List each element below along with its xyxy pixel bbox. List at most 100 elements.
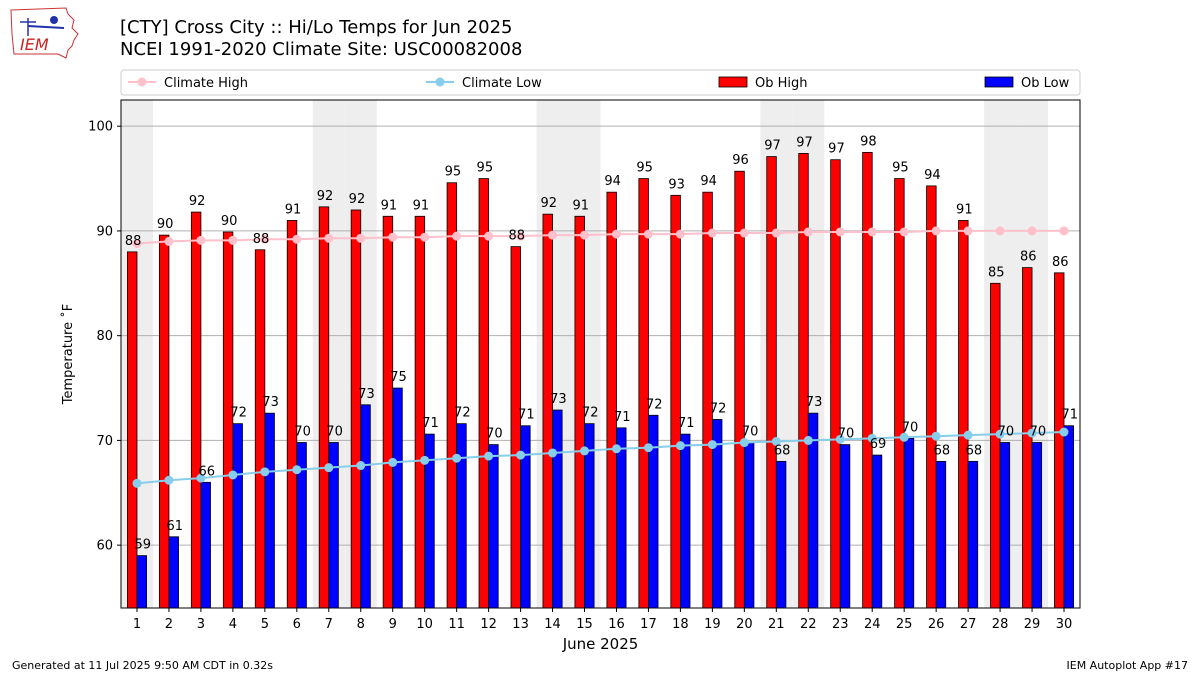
climate-low-point xyxy=(1059,427,1069,437)
ob-high-label: 96 xyxy=(732,153,749,168)
ob-high-label: 91 xyxy=(285,202,302,217)
ob-high-label: 86 xyxy=(1020,250,1037,265)
ob-low-bar xyxy=(552,409,563,609)
climate-high-point xyxy=(292,234,302,244)
x-tick-label: 21 xyxy=(768,617,785,632)
climate-high-point xyxy=(867,227,877,237)
x-axis-label: June 2025 xyxy=(562,635,639,653)
ob-low-label: 71 xyxy=(678,416,695,431)
ob-low-label: 70 xyxy=(742,425,759,440)
ob-high-label: 86 xyxy=(1052,255,1069,270)
ob-high-bar xyxy=(670,194,681,609)
ob-low-bar xyxy=(999,442,1011,609)
climate-low-line xyxy=(136,431,1065,485)
x-tick-label: 19 xyxy=(704,617,721,632)
legend: Climate High Climate Low Ob High Ob Low xyxy=(120,69,1081,96)
x-tick-label: 23 xyxy=(832,617,849,632)
ob-low-label: 70 xyxy=(1030,425,1047,440)
ob-low-bar xyxy=(264,412,275,609)
climate-high-point xyxy=(1027,226,1037,236)
climate-low-point xyxy=(1027,428,1037,438)
x-tick-label: 22 xyxy=(800,617,817,632)
ob-high-bar xyxy=(126,251,138,609)
x-tick-label: 15 xyxy=(576,617,593,632)
ob-high-label: 91 xyxy=(956,202,973,217)
legend-ob-high-label: Ob High xyxy=(755,76,808,91)
climate-high-point xyxy=(356,233,366,243)
ob-high-bar xyxy=(862,151,873,609)
y-tick-label: 80 xyxy=(96,329,113,344)
climate-high-point xyxy=(164,236,174,246)
climate-high-point xyxy=(899,227,909,237)
ob-high-bar xyxy=(1054,272,1065,609)
x-tick-label: 25 xyxy=(896,617,913,632)
x-tick-label: 18 xyxy=(672,617,689,632)
climate-low-point xyxy=(675,441,685,451)
ob-low-label: 71 xyxy=(614,410,631,425)
ob-high-bar xyxy=(318,206,330,609)
legend-ob-low-swatch xyxy=(984,76,1014,88)
ob-low-label: 68 xyxy=(934,443,951,458)
ob-high-bar xyxy=(350,209,362,609)
y-axis-label: Temperature ˚F xyxy=(60,304,76,405)
x-tick-label: 3 xyxy=(197,617,205,632)
x-tick-label: 4 xyxy=(229,617,237,632)
ob-high-bar xyxy=(478,178,490,609)
ob-low-bar xyxy=(168,536,179,609)
logo-text: IEM xyxy=(20,35,49,54)
climate-low-point xyxy=(771,436,781,446)
x-tick-label: 29 xyxy=(1024,617,1041,632)
ob-low-label: 71 xyxy=(518,408,535,423)
climate-high-point xyxy=(260,234,270,244)
ob-high-label: 94 xyxy=(604,174,621,189)
legend-climate-high-marker-swatch xyxy=(137,77,147,87)
ob-high-label: 88 xyxy=(253,232,270,247)
plot-frame xyxy=(120,99,1081,609)
ob-low-bar xyxy=(743,442,755,609)
ob-high-label: 97 xyxy=(828,142,845,157)
ob-high-label: 92 xyxy=(349,192,366,207)
temperature-chart: Climate High Climate Low Ob High Ob Low 60 7… xyxy=(60,69,1081,653)
ob-low-label: 75 xyxy=(390,370,407,385)
climate-low-point xyxy=(292,465,302,475)
climate-high-point xyxy=(516,231,526,241)
climate-low-point xyxy=(963,430,973,440)
iem-logo: IEM xyxy=(8,6,82,60)
climate-low-point xyxy=(356,461,366,471)
x-tick-label: 6 xyxy=(293,617,301,632)
ob-low-bar xyxy=(360,404,371,609)
ob-high-bar xyxy=(766,156,777,609)
legend-ob-high-swatch xyxy=(718,76,748,88)
ob-high-label: 91 xyxy=(572,198,589,213)
x-tick-label: 16 xyxy=(608,617,625,632)
climate-low-point xyxy=(164,475,174,485)
ob-high-label: 92 xyxy=(189,194,206,209)
climate-high-point xyxy=(420,232,430,242)
ob-low-label: 68 xyxy=(774,443,791,458)
ob-high-label: 93 xyxy=(668,177,685,192)
climate-low-point xyxy=(803,435,813,445)
ob-high-label: 92 xyxy=(540,196,557,211)
ob-high-label: 97 xyxy=(764,139,781,154)
ob-high-label: 90 xyxy=(221,214,238,229)
ob-high-label: 88 xyxy=(509,229,526,244)
ob-low-label: 70 xyxy=(838,427,855,442)
ob-high-label: 98 xyxy=(860,134,877,149)
climate-low-point xyxy=(196,473,206,483)
climate-low-point xyxy=(867,433,877,443)
ob-high-label: 88 xyxy=(125,234,142,249)
ob-high-bar xyxy=(446,182,458,609)
ob-high-label: 92 xyxy=(317,189,334,204)
legend-climate-low-label: Climate Low xyxy=(462,76,542,91)
climate-high-point xyxy=(132,238,142,248)
climate-high-point xyxy=(196,235,206,245)
ob-low-label: 69 xyxy=(870,437,887,452)
climate-high-point xyxy=(548,230,558,240)
climate-low-point xyxy=(548,448,558,458)
climate-high-point xyxy=(228,235,238,245)
x-tick-label: 12 xyxy=(480,617,497,632)
x-tick-label: 30 xyxy=(1056,617,1073,632)
x-tick-label: 8 xyxy=(357,617,365,632)
ob-low-bar xyxy=(200,481,211,609)
ob-high-bar xyxy=(286,220,298,609)
